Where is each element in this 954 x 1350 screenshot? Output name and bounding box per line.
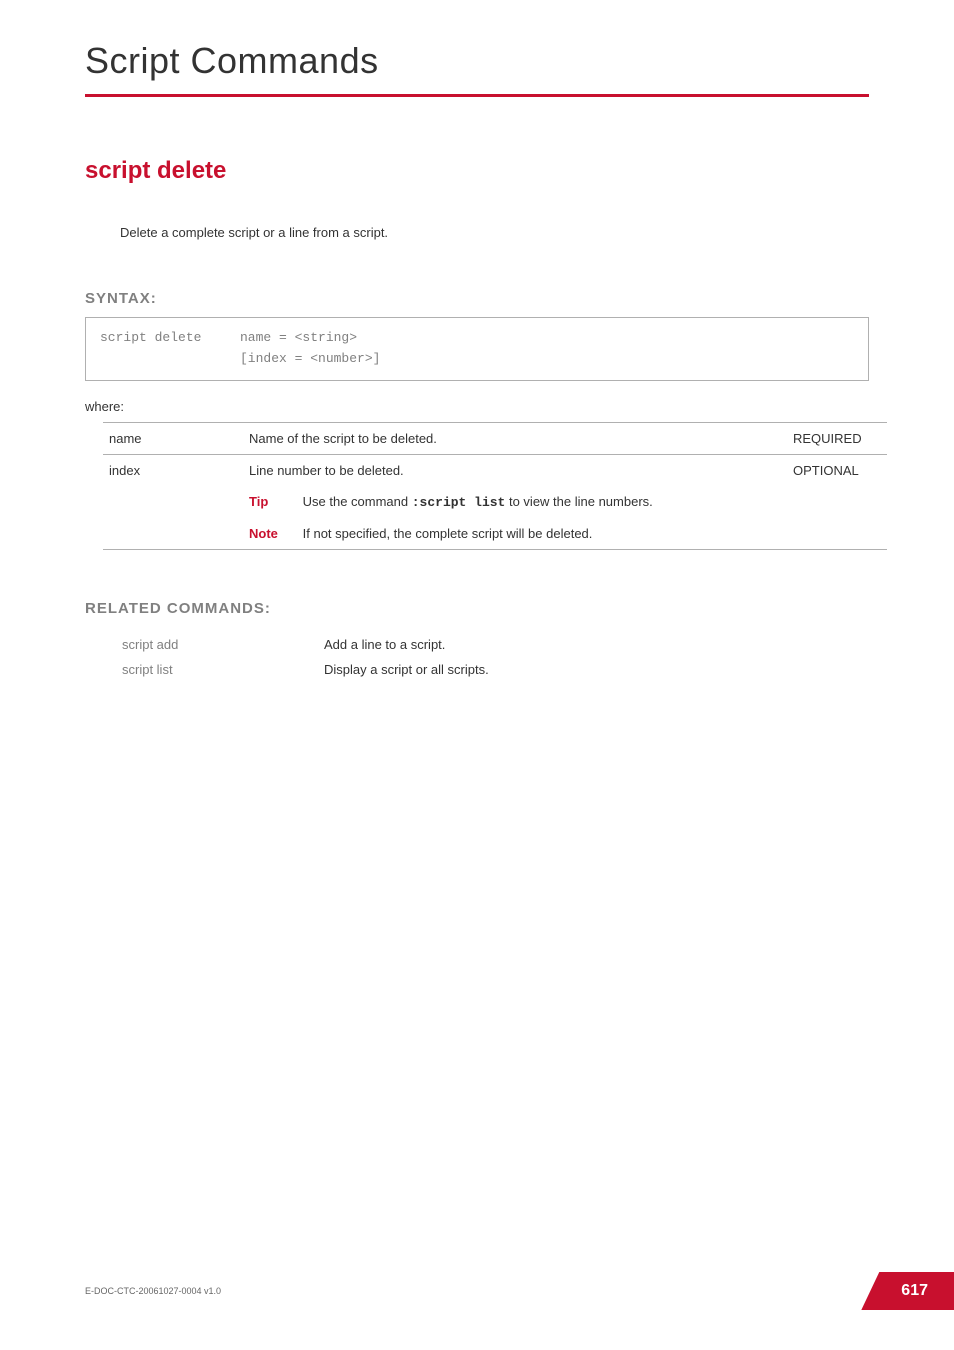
- related-command: script add: [122, 633, 322, 656]
- divider-rule: [85, 94, 869, 97]
- syntax-arg-line: name = <string>: [240, 330, 357, 345]
- param-desc: Line number to be deleted.: [243, 454, 787, 486]
- related-heading: RELATED COMMANDS:: [85, 600, 869, 617]
- related-description: Add a line to a script.: [324, 633, 489, 656]
- table-row: script add Add a line to a script.: [122, 633, 489, 656]
- table-row: Tip Use the command :script list to view…: [103, 486, 887, 518]
- table-row: name Name of the script to be deleted. R…: [103, 422, 887, 454]
- section-title: script delete: [85, 157, 869, 185]
- document-id: E-DOC-CTC-20061027-0004 v1.0: [85, 1286, 221, 1296]
- param-name-empty: [103, 518, 243, 550]
- syntax-arg-line: [index = <number>]: [240, 351, 380, 366]
- param-required-empty: [787, 518, 887, 550]
- tip-code: :script list: [412, 495, 506, 510]
- related-description: Display a script or all scripts.: [324, 658, 489, 681]
- param-name-empty: [103, 486, 243, 518]
- tip-text-post: to view the line numbers.: [505, 494, 652, 509]
- note-text: If not specified, the complete script wi…: [303, 526, 775, 541]
- param-name: name: [103, 422, 243, 454]
- syntax-box: script deletename = <string> [index = <nu…: [85, 317, 869, 381]
- table-row: index Line number to be deleted. OPTIONA…: [103, 454, 887, 486]
- related-commands-table: script add Add a line to a script. scrip…: [120, 631, 491, 683]
- syntax-heading: SYNTAX:: [85, 290, 869, 307]
- param-desc: Name of the script to be deleted.: [243, 422, 787, 454]
- param-name: index: [103, 454, 243, 486]
- chapter-title: Script Commands: [85, 40, 869, 82]
- where-label: where:: [85, 399, 869, 414]
- page-footer: E-DOC-CTC-20061027-0004 v1.0 617: [85, 1272, 954, 1310]
- parameters-table: name Name of the script to be deleted. R…: [103, 422, 887, 550]
- table-row: Note If not specified, the complete scri…: [103, 518, 887, 550]
- tip-text: Use the command :script list to view the…: [303, 494, 775, 510]
- table-row: script list Display a script or all scri…: [122, 658, 489, 681]
- syntax-args: name = <string> [index = <number>]: [240, 328, 380, 370]
- param-tip: Tip Use the command :script list to view…: [243, 486, 787, 518]
- tip-label: Tip: [249, 494, 299, 509]
- param-required: REQUIRED: [787, 422, 887, 454]
- syntax-command: script delete: [100, 328, 240, 349]
- page-number-badge: 617: [861, 1272, 954, 1310]
- section-description: Delete a complete script or a line from …: [120, 225, 869, 240]
- param-note: Note If not specified, the complete scri…: [243, 518, 787, 550]
- tip-text-pre: Use the command: [303, 494, 412, 509]
- note-label: Note: [249, 526, 299, 541]
- related-command: script list: [122, 658, 322, 681]
- param-required-empty: [787, 486, 887, 518]
- param-required: OPTIONAL: [787, 454, 887, 486]
